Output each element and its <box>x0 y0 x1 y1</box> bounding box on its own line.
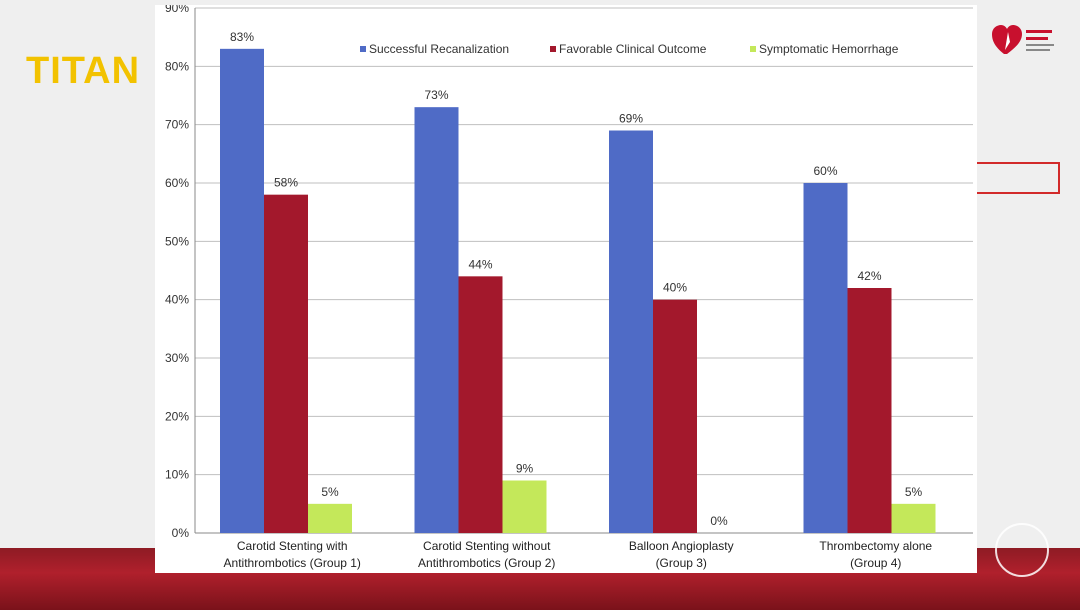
bar <box>502 480 547 533</box>
y-tick-label: 50% <box>165 234 189 248</box>
legend-swatch <box>550 46 556 52</box>
x-tick-label: Thrombectomy alone <box>819 539 932 553</box>
bar <box>308 503 352 533</box>
bar <box>609 130 653 533</box>
bar <box>653 299 697 533</box>
y-tick-label: 80% <box>165 59 189 73</box>
y-tick-label: 70% <box>165 118 189 132</box>
x-tick-label: Antithrombotics (Group 2) <box>418 556 555 570</box>
data-label: 42% <box>857 269 881 283</box>
x-tick-label: Carotid Stenting with <box>237 539 348 553</box>
bar <box>891 503 936 533</box>
heart-torch-logo-icon <box>992 25 1054 54</box>
bar-chart: 0% 10% 20% 30% 40% 50% 60% 70% 80% 90% 83% 58% 5% Car… <box>165 1 973 570</box>
highlight-box <box>974 162 1060 194</box>
data-label: 69% <box>619 112 643 126</box>
legend-label: Successful Recanalization <box>369 42 509 56</box>
bar <box>803 183 848 533</box>
legend-label: Symptomatic Hemorrhage <box>759 42 899 56</box>
legend-label: Favorable Clinical Outcome <box>559 42 707 56</box>
data-label: 44% <box>468 257 492 271</box>
x-tick-label: (Group 4) <box>850 556 901 570</box>
y-tick-label: 0% <box>172 526 190 540</box>
data-label: 40% <box>663 281 687 295</box>
legend-swatch <box>750 46 756 52</box>
bar <box>414 107 459 534</box>
slide-title: TITAN <box>26 50 141 92</box>
y-tick-label: 40% <box>165 293 189 307</box>
x-tick-label: Antithrombotics (Group 1) <box>224 556 361 570</box>
data-label: 58% <box>274 176 298 190</box>
bar <box>847 288 892 533</box>
bar <box>220 48 264 533</box>
y-tick-label: 20% <box>165 409 189 423</box>
y-tick-label: 30% <box>165 351 189 365</box>
data-label: 0% <box>710 514 728 528</box>
data-label: 5% <box>905 485 923 499</box>
y-tick-label: 60% <box>165 176 189 190</box>
data-label: 9% <box>516 462 534 476</box>
chart-panel: 0% 10% 20% 30% 40% 50% 60% 70% 80% 90% 83% 58% 5% Car… <box>155 1 977 573</box>
bar <box>458 276 503 533</box>
y-tick-label: 10% <box>165 468 189 482</box>
x-tick-label: Balloon Angioplasty <box>629 539 734 553</box>
data-label: 60% <box>813 164 837 178</box>
data-label: 5% <box>321 485 339 499</box>
data-label: 73% <box>424 88 448 102</box>
x-tick-label: (Group 3) <box>656 556 707 570</box>
bar <box>264 194 308 533</box>
y-tick-label: 90% <box>165 5 189 15</box>
data-label: 83% <box>230 30 254 44</box>
legend-swatch <box>360 46 366 52</box>
x-tick-label: Carotid Stenting without <box>423 539 551 553</box>
watermark-badge-icon <box>995 523 1049 577</box>
